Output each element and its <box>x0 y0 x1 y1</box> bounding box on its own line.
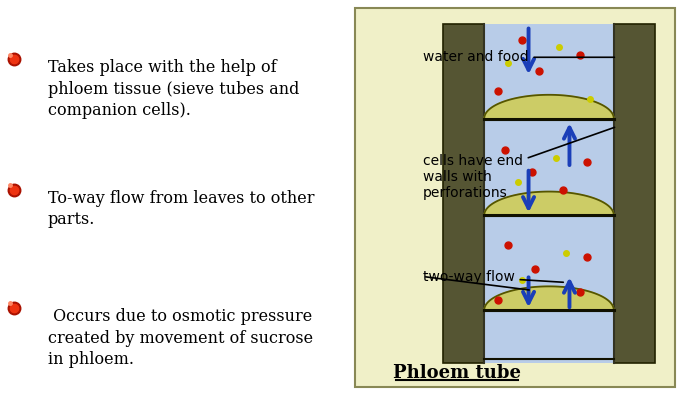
Polygon shape <box>484 286 614 310</box>
Text: To-way flow from leaves to other
parts.: To-way flow from leaves to other parts. <box>48 190 314 228</box>
Polygon shape <box>484 95 614 118</box>
Text: Phloem tube: Phloem tube <box>393 364 521 382</box>
Bar <box>614 24 655 363</box>
Text: two-way flow: two-way flow <box>423 269 563 284</box>
Bar <box>355 8 675 387</box>
Text: Takes place with the help of
phloem tissue (sieve tubes and
companion cells).: Takes place with the help of phloem tiss… <box>48 59 299 119</box>
Bar <box>443 24 484 363</box>
Bar <box>484 24 614 363</box>
Polygon shape <box>484 192 614 215</box>
Text: water and food: water and food <box>423 50 614 64</box>
Text: Occurs due to osmotic pressure
created by movement of sucrose
in phloem.: Occurs due to osmotic pressure created b… <box>48 308 313 368</box>
Bar <box>0 0 355 395</box>
Text: cells have end
walls with
perforations: cells have end walls with perforations <box>423 127 614 200</box>
